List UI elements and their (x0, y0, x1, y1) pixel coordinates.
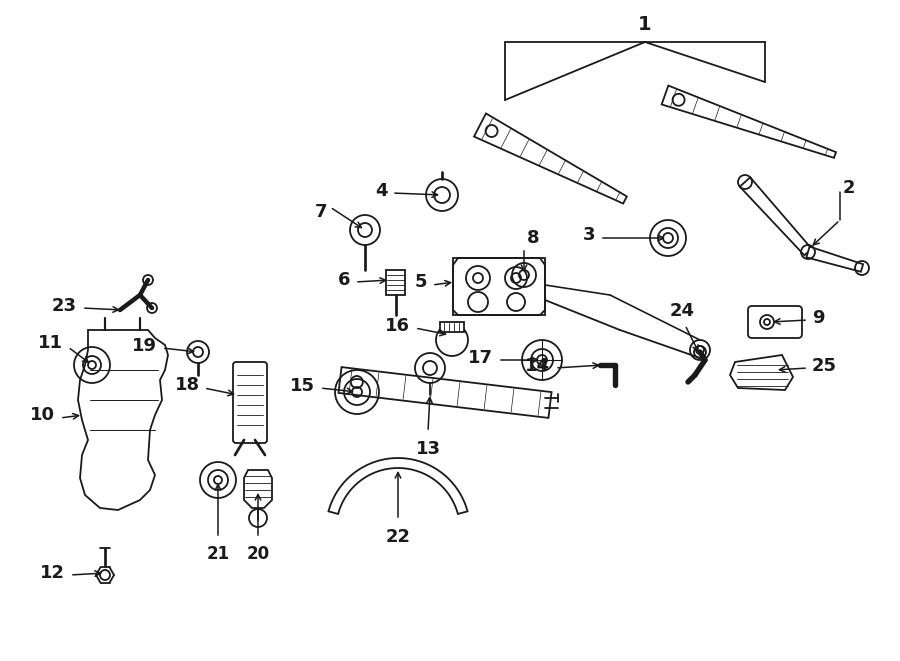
Text: 12: 12 (40, 564, 65, 582)
Polygon shape (474, 114, 626, 204)
Text: 17: 17 (468, 349, 493, 367)
Text: 6: 6 (338, 271, 350, 289)
Polygon shape (440, 322, 464, 332)
Text: 23: 23 (52, 297, 77, 315)
Text: 11: 11 (38, 334, 63, 352)
Text: 19: 19 (132, 337, 157, 355)
Polygon shape (740, 177, 812, 255)
Polygon shape (730, 355, 793, 390)
Text: 5: 5 (415, 273, 427, 291)
Text: 16: 16 (385, 317, 410, 335)
Text: 2: 2 (843, 179, 856, 197)
Text: 25: 25 (812, 357, 837, 375)
Text: 18: 18 (175, 376, 200, 394)
Text: 8: 8 (527, 229, 540, 247)
Text: 4: 4 (375, 182, 388, 200)
Polygon shape (338, 367, 552, 418)
Polygon shape (453, 258, 545, 315)
Text: 9: 9 (812, 309, 824, 327)
Text: 7: 7 (314, 203, 327, 221)
Polygon shape (328, 458, 467, 514)
Text: 13: 13 (416, 440, 440, 458)
Polygon shape (662, 85, 836, 158)
Text: 20: 20 (247, 545, 270, 563)
Text: 24: 24 (670, 302, 695, 320)
Text: 3: 3 (582, 226, 595, 244)
Text: 1: 1 (638, 15, 652, 34)
Text: 21: 21 (206, 545, 230, 563)
Text: 15: 15 (290, 377, 315, 395)
Polygon shape (806, 247, 863, 272)
Text: 22: 22 (385, 528, 410, 546)
Polygon shape (78, 330, 168, 510)
Polygon shape (244, 470, 272, 508)
Text: 10: 10 (30, 406, 55, 424)
Polygon shape (386, 270, 405, 295)
Text: 14: 14 (525, 357, 550, 375)
